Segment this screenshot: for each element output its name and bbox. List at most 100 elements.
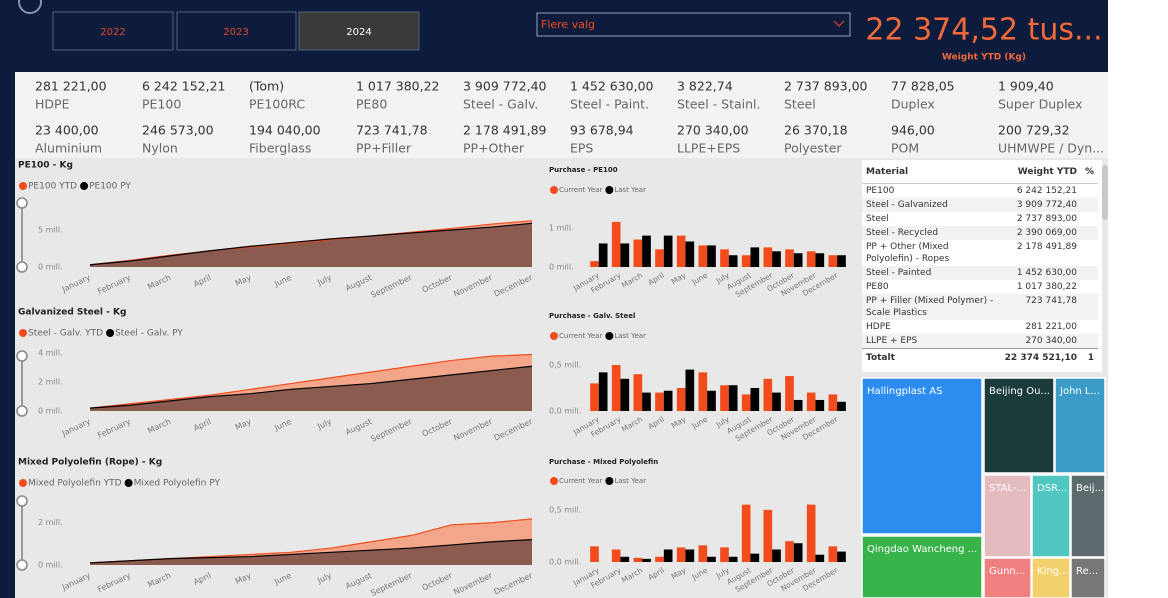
column-header: Weight YTD (1000, 160, 1081, 184)
legend-marker (19, 182, 27, 190)
bar (676, 388, 686, 411)
card-value: 1 452 630,00 (570, 79, 654, 94)
header-row: Material Weight YTD% (862, 160, 1098, 184)
bar (750, 247, 760, 267)
total-cell: Totalt (862, 348, 1001, 365)
row: PP + Filler (Mixed Polymer) - Scale Plas… (862, 294, 1098, 320)
line (89, 365, 533, 409)
bar (772, 392, 781, 411)
y-tick-label: 0,5 mill. (549, 361, 581, 370)
card-value: 23 400,00 (35, 123, 99, 138)
slicer-handle (16, 495, 28, 507)
treemap-tile (983, 557, 1032, 598)
bar (633, 557, 643, 562)
bar (763, 247, 773, 267)
icon (18, 0, 42, 14)
bar (633, 239, 643, 267)
treemap-label: Qingdao Wancheng ... (867, 544, 977, 555)
bar (837, 401, 846, 411)
bar (828, 394, 838, 411)
bar (772, 251, 781, 267)
bar (806, 251, 816, 267)
year-button[interactable] (176, 11, 297, 51)
total-cell: 22 374 521,10 (1000, 348, 1081, 365)
bar (655, 556, 664, 562)
bar (590, 546, 599, 562)
treemap-tile (1031, 557, 1071, 598)
slicer-handle (16, 197, 28, 209)
treemap-label: Beij... (1076, 483, 1104, 494)
y-tick-label: 2 mill. (38, 378, 63, 387)
cell (1081, 280, 1098, 294)
card-value: (Tom) (249, 79, 284, 94)
bar (676, 547, 686, 562)
chart-title: Mixed Polyolefin (Rope) - Kg (18, 458, 162, 468)
card-label: Duplex (891, 97, 935, 112)
total-cell: 1 (1080, 348, 1098, 365)
chart-title: Purchase - PE100 (549, 166, 618, 174)
column-header: % (1080, 160, 1098, 184)
legend-marker (80, 182, 89, 190)
treemap-label: STAL-... (989, 483, 1026, 494)
cell: Steel - Painted (862, 266, 1001, 280)
treemap-label: John L... (1059, 386, 1100, 397)
cell: PE80 (866, 282, 889, 292)
cell: 2 737 893,00 (1016, 214, 1077, 224)
year-button[interactable] (298, 11, 420, 51)
bar (763, 509, 773, 562)
bar (685, 241, 695, 267)
bar (620, 378, 630, 411)
chart-title: Purchase - Galv. Steel (549, 312, 635, 320)
y-tick-label: 0 mill. (38, 561, 63, 570)
bar (750, 553, 760, 562)
row: PE100 6 242 152,21 (862, 184, 1098, 199)
legend-marker (550, 186, 558, 194)
treemap-label: King... (1037, 566, 1069, 577)
line (89, 353, 533, 409)
treemap-tile (861, 535, 983, 598)
treemap-tile (1070, 474, 1106, 558)
dropdown[interactable] (536, 12, 851, 37)
bar (720, 385, 729, 411)
bar (815, 399, 825, 411)
card-label: PP+Filler (356, 141, 412, 156)
row: Steel - Painted 1 452 630,00 (862, 266, 1098, 280)
right-margin (1108, 0, 1168, 598)
legend-marker (605, 477, 614, 485)
scrollbar[interactable] (1102, 165, 1108, 220)
bar (590, 383, 599, 411)
legend-label: Mixed Polyolefin PY (134, 479, 221, 489)
bar (685, 549, 695, 562)
legend-label: Steel - Galv. YTD (28, 329, 103, 339)
legend-label: Last Year (614, 477, 646, 485)
card-value: 246 573,00 (142, 123, 214, 138)
treemap-tile (983, 377, 1055, 474)
cell (1080, 198, 1098, 212)
dropdown-label: Flere valg (541, 18, 595, 31)
card-label: PE100RC (249, 97, 305, 112)
bar (793, 399, 803, 411)
cell (1080, 266, 1098, 280)
legend-marker (550, 332, 558, 340)
y-tick-label: 1 mill. (549, 223, 574, 232)
treemap-tile (983, 474, 1032, 558)
row: HDPE 281 221,00 (862, 320, 1098, 334)
card-value: 200 729,32 (998, 123, 1070, 138)
legend-label: Last Year (614, 332, 646, 340)
legend-marker (550, 477, 558, 485)
year-button[interactable] (52, 11, 174, 51)
cards-bg (15, 72, 1108, 158)
card-value: 6 242 152,21 (142, 79, 226, 94)
row: LLPE + EPS 270 340,00 (862, 334, 1098, 349)
bar (620, 243, 630, 267)
cell (1081, 320, 1098, 334)
legend-marker (124, 479, 133, 487)
bar (741, 504, 751, 562)
chart-title: Galvanized Steel - Kg (18, 308, 126, 318)
card-value: 946,00 (891, 123, 935, 138)
row: Steel - Galvanized 3 909 772,40 (862, 198, 1098, 212)
legend-label: Last Year (614, 186, 646, 194)
row: Steel - Recycled 2 390 069,00 (862, 226, 1098, 240)
bar (763, 378, 773, 411)
cell: 1 017 380,22 (1016, 282, 1077, 292)
